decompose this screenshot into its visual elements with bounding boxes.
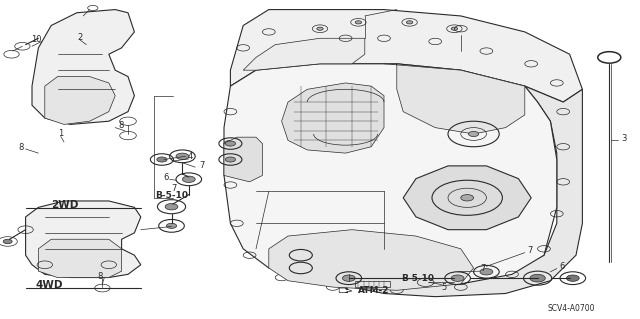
Polygon shape <box>230 10 582 102</box>
Polygon shape <box>403 166 531 230</box>
Text: 3: 3 <box>621 134 626 143</box>
Text: 7: 7 <box>199 161 204 170</box>
Circle shape <box>182 176 195 182</box>
Text: 10: 10 <box>31 35 41 44</box>
Polygon shape <box>38 239 122 278</box>
Text: 8: 8 <box>118 121 124 130</box>
Circle shape <box>225 141 236 146</box>
Circle shape <box>157 157 167 162</box>
Text: 2: 2 <box>77 33 83 42</box>
Circle shape <box>166 223 177 228</box>
Polygon shape <box>224 137 262 182</box>
Circle shape <box>3 239 12 244</box>
Circle shape <box>355 21 362 24</box>
Circle shape <box>451 27 458 30</box>
Text: 4: 4 <box>188 152 193 161</box>
Circle shape <box>451 275 464 281</box>
Polygon shape <box>384 64 525 134</box>
Text: 6: 6 <box>559 262 564 271</box>
Polygon shape <box>45 77 115 124</box>
Text: 4WD: 4WD <box>35 279 63 290</box>
Polygon shape <box>32 10 134 124</box>
Circle shape <box>468 131 479 137</box>
Circle shape <box>225 157 236 162</box>
Text: 1: 1 <box>58 130 63 138</box>
Text: B-5-10: B-5-10 <box>401 274 435 283</box>
Circle shape <box>480 269 493 275</box>
Text: 8: 8 <box>97 272 102 281</box>
Circle shape <box>176 153 189 160</box>
Text: B-5-10: B-5-10 <box>155 191 188 200</box>
Circle shape <box>566 275 579 281</box>
Polygon shape <box>243 38 365 70</box>
Polygon shape <box>352 86 582 297</box>
Circle shape <box>165 204 178 210</box>
Text: 2WD: 2WD <box>51 200 79 210</box>
Circle shape <box>317 27 323 30</box>
Text: 5: 5 <box>441 283 446 292</box>
Text: 6: 6 <box>164 173 169 182</box>
Circle shape <box>406 21 413 24</box>
Bar <box>355 281 390 287</box>
Text: 8: 8 <box>18 143 23 152</box>
Text: 7: 7 <box>527 246 532 255</box>
Text: 7: 7 <box>481 264 486 273</box>
Circle shape <box>530 274 545 282</box>
Text: ATM-2: ATM-2 <box>358 286 390 295</box>
Polygon shape <box>224 64 557 287</box>
Circle shape <box>461 195 474 201</box>
Circle shape <box>342 275 355 281</box>
Text: SCV4-A0700: SCV4-A0700 <box>548 304 595 313</box>
Text: 7: 7 <box>172 184 177 193</box>
Polygon shape <box>269 230 474 290</box>
Polygon shape <box>26 201 141 278</box>
Polygon shape <box>282 83 384 153</box>
